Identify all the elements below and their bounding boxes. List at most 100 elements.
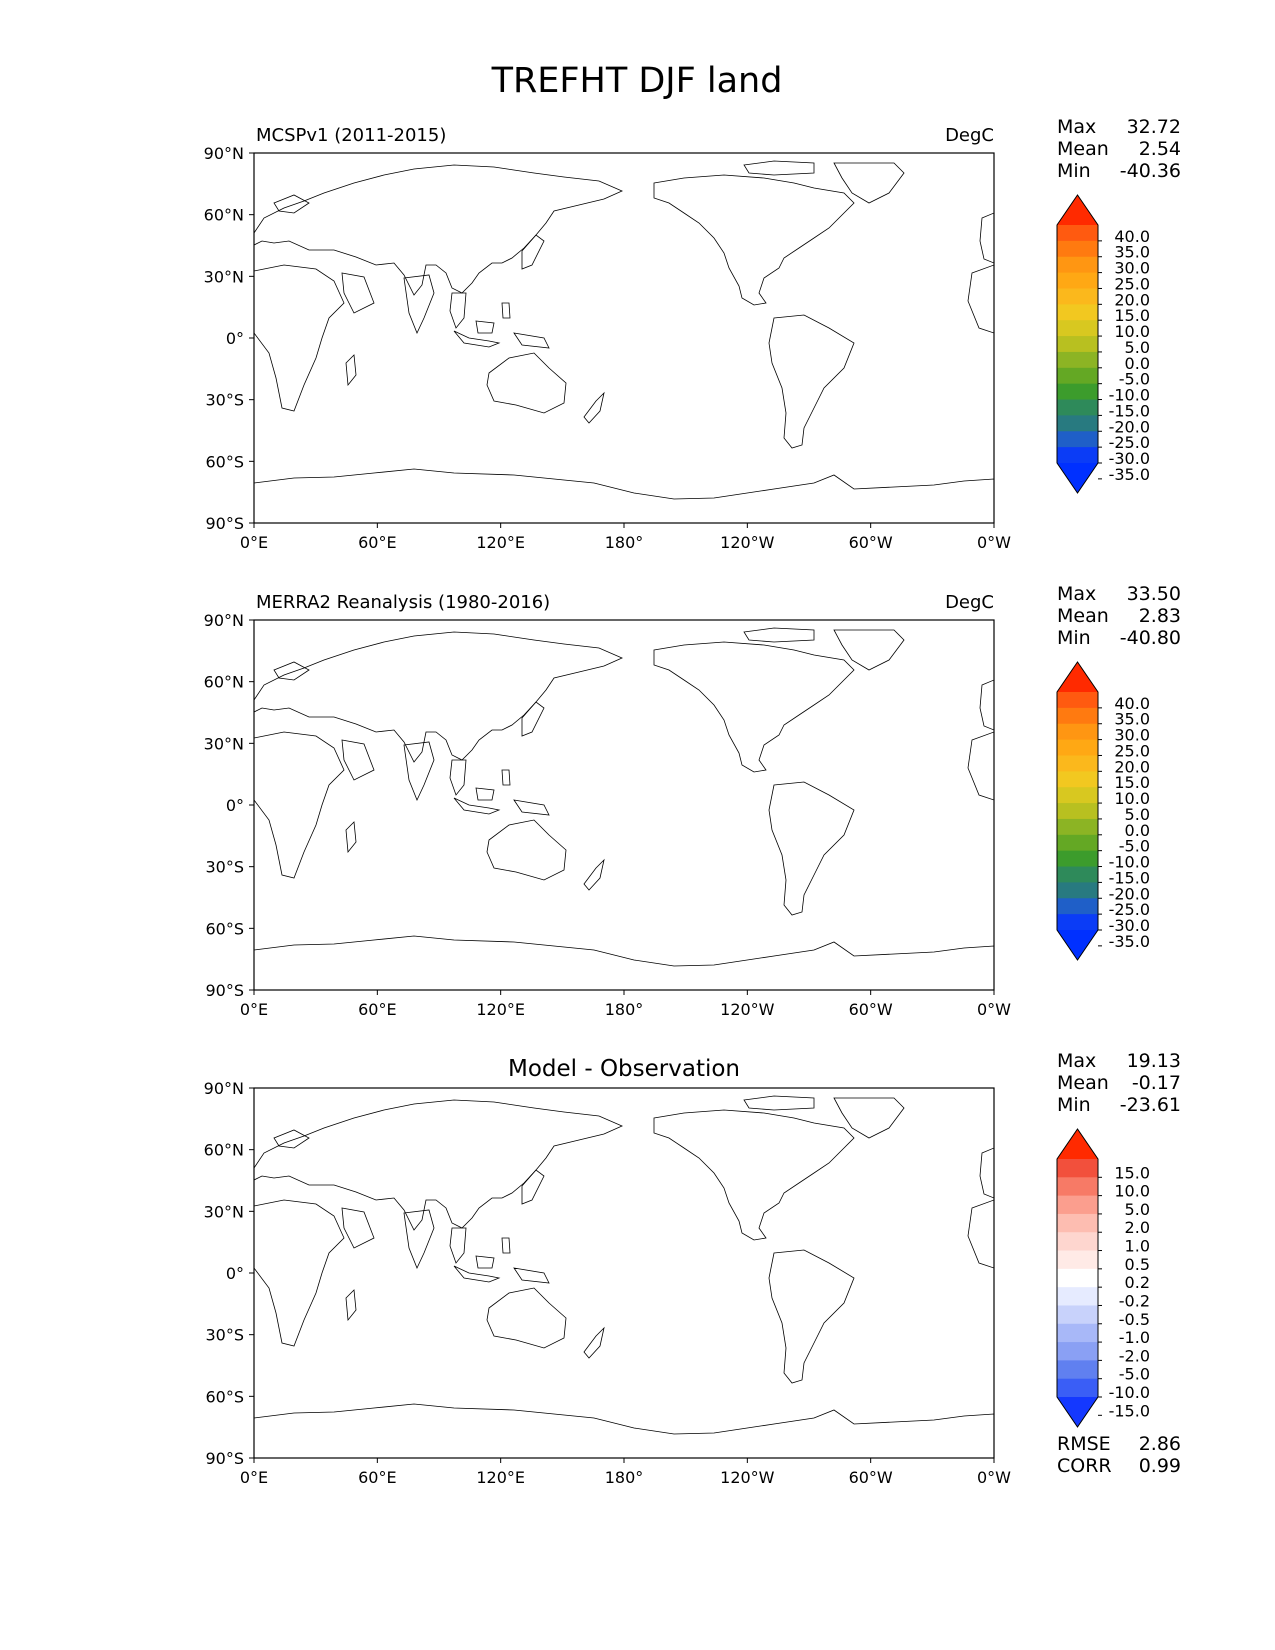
lon-tick-label: 60°E [358, 1000, 396, 1019]
colorbar-label: -35.0 [1109, 932, 1150, 951]
colorbar-extend-min [1057, 1397, 1098, 1427]
colorbar-swatch [1057, 415, 1098, 432]
colorbar-label: 25.0 [1114, 274, 1150, 293]
lat-axis: 90°N 60°N 30°N 0° 30°S 60°S 90°S [204, 611, 254, 1000]
colorbar-label: -30.0 [1109, 449, 1150, 468]
lon-tick-label: 0°E [240, 1000, 268, 1019]
colorbar: 40.035.030.025.020.015.010.05.00.0-5.0-1… [1056, 194, 1150, 494]
side-panel-model: Max 32.72 Mean 2.54 Min -40.36 40.035.030.025.… [1056, 116, 1181, 494]
lat-tick-label: 30°N [204, 267, 244, 286]
colorbar-extend-max [1057, 195, 1098, 225]
colorbar-label: 1.0 [1125, 1237, 1150, 1256]
lat-tick-label: 30°N [204, 734, 244, 753]
colorbar-swatch [1057, 1287, 1098, 1307]
colorbar-label: -20.0 [1109, 884, 1150, 903]
lon-tick-label: 60°W [849, 1468, 893, 1487]
colorbar-label: 15.0 [1114, 306, 1150, 325]
lat-tick-label: 0° [226, 329, 244, 348]
panel-center-title: Model - Observation [508, 1056, 740, 1082]
colorbar-swatch [1057, 850, 1098, 868]
colorbar: 15.010.05.02.01.00.50.2-0.2-0.5-1.0-2.0-… [1056, 1128, 1150, 1428]
colorbar-swatch [1057, 739, 1098, 757]
stat-label-min: Min [1057, 160, 1091, 182]
lat-tick-label: 60°S [205, 919, 244, 938]
colorbar-label: 10.0 [1114, 789, 1150, 808]
stat-label-mean: Mean [1057, 138, 1109, 160]
colorbar-label: -25.0 [1109, 900, 1150, 919]
lon-tick-label: 180° [605, 1468, 644, 1487]
stat-label-corr: CORR [1057, 1455, 1112, 1477]
colorbar-swatch [1057, 755, 1098, 772]
colorbar-label: -2.0 [1119, 1346, 1150, 1365]
colorbar-swatch [1057, 1323, 1098, 1343]
lon-tick-label: 0°E [240, 533, 268, 552]
colorbar-label: 5.0 [1125, 338, 1150, 357]
panel-left-title: MERRA2 Reanalysis (1980-2016) [256, 592, 550, 613]
colorbar-label: 35.0 [1114, 710, 1150, 729]
lat-axis: 90°N 60°N 30°N 0° 30°S 60°S 90°S [204, 1079, 254, 1468]
stat-value-mean: 2.54 [1139, 138, 1181, 160]
colorbar-extend-min [1057, 463, 1098, 493]
lon-tick-label: 60°E [358, 533, 396, 552]
stat-value-rmse: 2.86 [1139, 1433, 1181, 1455]
colorbar-label: 0.0 [1125, 821, 1150, 840]
lon-tick-label: 120°E [476, 1468, 525, 1487]
colorbar-label: 40.0 [1114, 227, 1150, 246]
colorbar-label: -5.0 [1119, 370, 1150, 389]
colorbar-swatch [1057, 1360, 1098, 1380]
map-frame [253, 152, 995, 524]
side-panel-observation: Max 33.50 Mean 2.83 Min -40.80 40.035.030.025.… [1056, 583, 1181, 961]
colorbar-label: -10.0 [1109, 386, 1150, 405]
stat-value-corr: 0.99 [1139, 1455, 1181, 1477]
lon-tick-label: 120°E [476, 533, 525, 552]
colorbar-swatch [1057, 240, 1098, 258]
lat-axis: 90°N 60°N 30°N 0° 30°S 60°S 90°S [204, 144, 254, 533]
colorbar-swatch [1057, 256, 1098, 274]
colorbar-label: 40.0 [1114, 694, 1150, 713]
colorbar-label: -1.0 [1119, 1328, 1150, 1347]
lat-tick-label: 90°S [205, 981, 244, 1000]
colorbar-swatch [1057, 1250, 1098, 1270]
lon-tick-label: 120°E [476, 1000, 525, 1019]
coastline-outline [254, 1095, 994, 1458]
colorbar-label: 30.0 [1114, 726, 1150, 745]
lon-tick-label: 120°W [720, 1000, 775, 1019]
colorbar-swatch [1057, 447, 1098, 464]
colorbar-swatch [1057, 336, 1098, 353]
stat-value-max: 32.72 [1127, 116, 1181, 138]
stat-value-max: 19.13 [1127, 1050, 1181, 1072]
panel-units: DegC [945, 592, 994, 613]
colorbar-extend-max [1057, 662, 1098, 692]
colorbar-swatch [1057, 272, 1098, 290]
colorbar-swatch [1057, 1159, 1098, 1178]
map-field [254, 161, 994, 523]
stat-label-mean: Mean [1057, 605, 1109, 627]
colorbar-label: -15.0 [1109, 1401, 1150, 1420]
stat-label-mean: Mean [1057, 1072, 1109, 1094]
lon-axis: 0°E 60°E 120°E 180° 120°W 60°W 0°W [240, 1458, 1011, 1487]
colorbar-label: -35.0 [1109, 465, 1150, 484]
lat-tick-label: 30°S [205, 391, 244, 410]
colorbar-label: 10.0 [1114, 322, 1150, 341]
colorbar-label: 0.5 [1125, 1255, 1150, 1274]
stat-value-mean: -0.17 [1132, 1072, 1181, 1094]
colorbar-swatch [1057, 1268, 1098, 1288]
colorbar-label: -5.0 [1119, 837, 1150, 856]
colorbar-swatch [1057, 320, 1098, 337]
colorbar-label: -15.0 [1109, 868, 1150, 887]
panel-difference: Model - Observation 90°N 60°N 30°N 0° 30°S 60… [204, 1056, 1012, 1487]
map-field [254, 628, 994, 990]
coastline-outline [254, 627, 994, 990]
colorbar-label: -0.2 [1119, 1291, 1150, 1310]
stat-label-max: Max [1057, 116, 1096, 138]
colorbar-swatch [1057, 431, 1098, 448]
colorbar-swatch [1057, 914, 1098, 931]
lat-tick-label: 90°S [205, 1449, 244, 1468]
map-frame [253, 1087, 995, 1459]
lon-tick-label: 180° [605, 1000, 644, 1019]
colorbar-swatch [1057, 1213, 1098, 1233]
colorbar-swatch [1057, 818, 1098, 836]
colorbar-swatch [1057, 803, 1098, 820]
colorbar-label: 0.2 [1125, 1273, 1150, 1292]
